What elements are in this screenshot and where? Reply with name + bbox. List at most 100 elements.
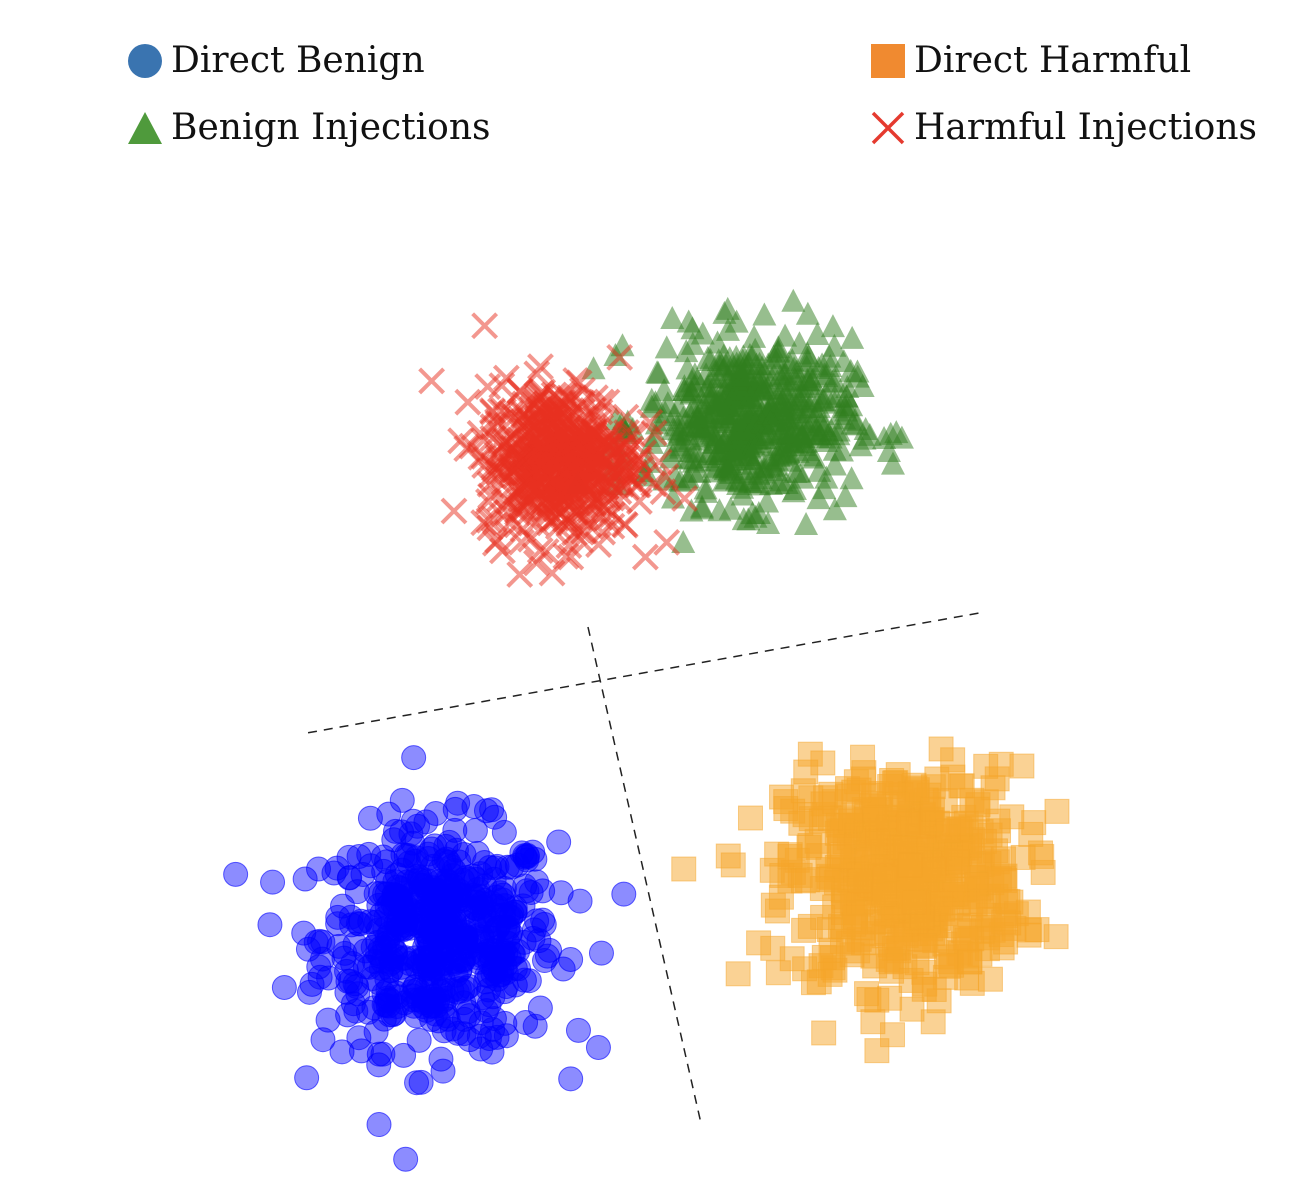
legend-direct-benign: Direct Benign bbox=[127, 40, 425, 81]
triangle-point bbox=[645, 360, 670, 384]
triangle-point bbox=[698, 347, 723, 371]
circle-point bbox=[482, 804, 508, 830]
triangle-point bbox=[826, 418, 851, 442]
circle-point bbox=[423, 801, 449, 827]
triangle-point bbox=[822, 497, 847, 521]
triangle-point bbox=[730, 482, 755, 506]
x-point bbox=[556, 386, 584, 414]
circle-point bbox=[455, 999, 481, 1025]
square-point bbox=[921, 857, 947, 883]
triangle-point bbox=[712, 428, 737, 452]
square-point bbox=[897, 852, 923, 878]
circle-point bbox=[342, 931, 368, 957]
dashed-separator-line bbox=[587, 626, 701, 1120]
square-point bbox=[838, 808, 864, 834]
triangle-point bbox=[809, 412, 834, 436]
x-point bbox=[653, 528, 681, 556]
circle-point bbox=[567, 888, 593, 914]
triangle-point bbox=[742, 324, 767, 348]
triangle-point bbox=[690, 321, 715, 345]
circle-point bbox=[463, 866, 489, 892]
square-point bbox=[919, 796, 945, 822]
x-point bbox=[489, 537, 516, 565]
triangle-point bbox=[755, 489, 780, 513]
circle-point bbox=[395, 842, 421, 868]
triangle-point bbox=[811, 388, 836, 412]
x-point bbox=[550, 401, 578, 429]
circle-point bbox=[366, 1112, 392, 1138]
circle-point bbox=[338, 904, 364, 930]
triangle-point bbox=[750, 377, 775, 401]
triangle-point bbox=[746, 461, 771, 485]
circle-point bbox=[430, 1058, 456, 1084]
circle-point bbox=[436, 849, 462, 875]
x-point bbox=[552, 462, 580, 490]
x-point bbox=[489, 397, 517, 425]
square-point bbox=[920, 1009, 946, 1035]
circle-point bbox=[381, 827, 407, 853]
x-point bbox=[453, 435, 481, 463]
circle-point bbox=[491, 819, 517, 845]
circle-point bbox=[306, 856, 332, 882]
triangle-point bbox=[743, 504, 768, 528]
circle-point bbox=[611, 881, 637, 907]
circle-point bbox=[316, 965, 342, 991]
triangle-point bbox=[678, 445, 703, 469]
square-point bbox=[842, 904, 868, 930]
circle-point bbox=[450, 948, 476, 974]
square-point bbox=[847, 868, 873, 894]
triangle-point bbox=[805, 425, 830, 449]
circle-point bbox=[477, 950, 503, 976]
triangle-point bbox=[814, 465, 839, 489]
triangle-point bbox=[712, 453, 737, 477]
triangle-point bbox=[708, 391, 733, 415]
circle-point bbox=[307, 964, 333, 990]
triangle-point bbox=[681, 459, 706, 483]
triangle-point bbox=[810, 352, 835, 376]
triangle-point bbox=[786, 459, 811, 483]
square-point bbox=[671, 856, 697, 882]
circle-point bbox=[456, 973, 482, 999]
circle-point bbox=[271, 975, 297, 1001]
circle-point bbox=[372, 935, 398, 961]
triangle-point bbox=[796, 438, 821, 462]
triangle-marker-icon bbox=[128, 111, 162, 144]
circle-point bbox=[418, 993, 444, 1019]
triangle-point bbox=[822, 452, 847, 476]
circle-point bbox=[329, 1039, 355, 1065]
x-point bbox=[631, 543, 659, 571]
circle-point bbox=[303, 929, 329, 955]
x-point bbox=[498, 456, 526, 484]
x-point bbox=[506, 475, 534, 503]
triangle-point bbox=[756, 510, 781, 534]
circle-point bbox=[348, 1038, 374, 1064]
circle-point bbox=[453, 864, 479, 890]
triangle-point bbox=[693, 479, 718, 503]
square-point bbox=[788, 810, 814, 836]
x-point bbox=[611, 510, 638, 538]
circle-point bbox=[522, 1013, 548, 1039]
circle-point bbox=[585, 1034, 611, 1060]
triangle-point bbox=[676, 309, 701, 333]
square-point bbox=[977, 966, 1003, 992]
circle-point bbox=[530, 907, 556, 933]
x-point bbox=[440, 497, 468, 525]
triangle-point bbox=[840, 325, 865, 349]
triangle-point bbox=[738, 384, 763, 408]
square-point bbox=[811, 1020, 837, 1046]
triangle-point bbox=[829, 438, 854, 462]
square-point bbox=[1029, 843, 1055, 869]
circle-point bbox=[461, 794, 487, 820]
circle-point bbox=[363, 1019, 389, 1045]
square-point bbox=[810, 791, 836, 817]
x-marker-icon bbox=[871, 111, 905, 144]
circle-point bbox=[451, 1021, 477, 1047]
triangle-point bbox=[737, 342, 762, 366]
triangle-point bbox=[665, 413, 690, 437]
square-point bbox=[810, 904, 836, 930]
x-point bbox=[493, 499, 521, 527]
circle-point bbox=[371, 858, 397, 884]
triangle-point bbox=[872, 426, 897, 450]
square-point bbox=[964, 796, 990, 822]
